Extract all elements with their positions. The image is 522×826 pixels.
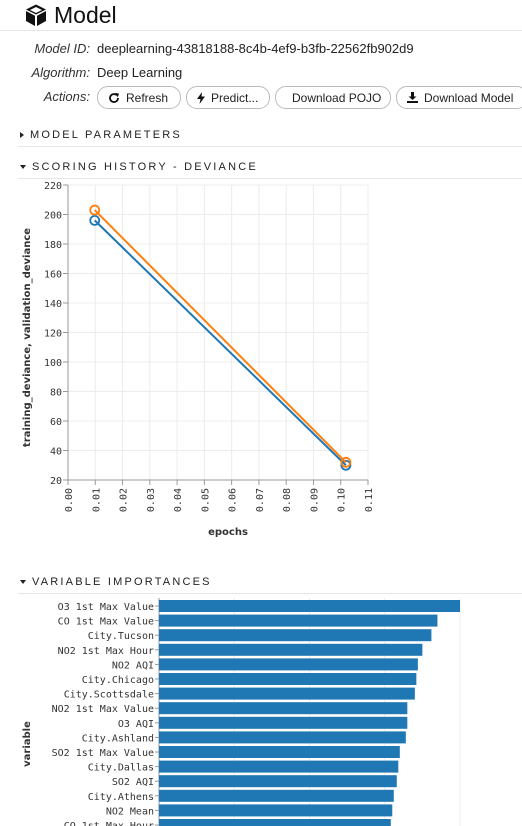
- bolt-icon: [197, 91, 205, 104]
- y-tick-label: NO2 Mean: [106, 806, 154, 817]
- series-line-training_deviance: [94, 219, 347, 466]
- y-tick-label: 200: [44, 211, 62, 222]
- x-tick-label: 0.06: [228, 488, 239, 512]
- y-tick-label: City.Ashland: [82, 733, 154, 744]
- bar-CO 1st Max Hour: [159, 819, 391, 826]
- bar-CO 1st Max Value: [159, 614, 438, 627]
- scoring-history-chart: 0.00 0.01 0.02 0.03 0.04 0.05 0.06 0.07 0.08 0.09…: [22, 181, 375, 538]
- bar-NO2 1st Max Hour: [159, 643, 423, 656]
- bar-City.Chicago: [159, 673, 417, 685]
- y-tick-label: 40: [50, 447, 62, 458]
- section-variable-importances[interactable]: VARIABLE IMPORTANCES: [20, 576, 212, 588]
- download-icon: [407, 92, 418, 103]
- x-tick-label: 0.05: [200, 488, 211, 512]
- y-tick-label: SO2 AQI: [112, 777, 154, 788]
- refresh-icon: [109, 92, 119, 103]
- y-tick-label: 180: [44, 240, 62, 251]
- section-variable-importances-title: VARIABLE IMPORTANCES: [32, 576, 212, 588]
- algorithm-value: Deep Learning: [97, 64, 183, 80]
- x-tick-label: 0.11: [364, 488, 375, 512]
- bar-City.Dallas: [159, 760, 399, 773]
- actions-label: Actions:: [43, 88, 90, 104]
- cube-icon: [26, 4, 46, 26]
- series-line-validation_deviance: [94, 209, 347, 464]
- y-axis-title: variable: [22, 721, 33, 767]
- y-tick-label: NO2 1st Max Hour: [58, 646, 154, 657]
- y-tick-label: 80: [50, 388, 62, 399]
- bar-NO2 Mean: [159, 804, 393, 817]
- bar-O3 1st Max Value: [159, 600, 460, 612]
- y-tick-label: CO 1st Max Hour: [64, 821, 154, 826]
- y-tick-label: 20: [50, 476, 62, 487]
- bar-City.Ashland: [159, 731, 406, 744]
- header-divider: [0, 30, 522, 31]
- caret-right-icon: [20, 132, 24, 138]
- y-tick-label: City.Chicago: [82, 675, 154, 686]
- y-tick-label: SO2 1st Max Value: [52, 748, 154, 759]
- refresh-button-label: Refresh: [126, 90, 169, 105]
- y-tick-label: NO2 AQI: [112, 660, 154, 671]
- bar-SO2 1st Max Value: [159, 746, 400, 758]
- y-tick-label: City.Dallas: [88, 763, 154, 774]
- x-tick-label: 0.07: [255, 488, 266, 512]
- y-tick-label: O3 1st Max Value: [58, 602, 154, 613]
- bar-City.Tucson: [159, 629, 432, 642]
- bar-City.Athens: [159, 789, 394, 802]
- algorithm-label: Algorithm:: [31, 64, 90, 80]
- section-divider: [18, 146, 522, 147]
- bar-NO2 AQI: [159, 658, 418, 671]
- predict-button[interactable]: Predict...: [186, 86, 270, 109]
- y-tick-label: 100: [44, 358, 62, 369]
- model-id-label: Model ID:: [34, 40, 90, 56]
- section-scoring-history[interactable]: SCORING HISTORY - DEVIANCE: [20, 161, 258, 173]
- y-tick-label: 60: [50, 417, 62, 428]
- data-point-validation_deviance: [89, 204, 101, 216]
- x-tick-label: 0.02: [119, 488, 130, 512]
- y-tick-label: City.Athens: [88, 792, 154, 803]
- x-axis-title: epochs: [208, 527, 248, 538]
- y-tick-label: 120: [44, 329, 62, 340]
- data-point-validation_deviance: [340, 456, 352, 468]
- y-tick-label: 140: [44, 299, 62, 310]
- y-tick-label: O3 AQI: [118, 719, 154, 730]
- download-pojo-button[interactable]: Download POJO: [275, 86, 391, 109]
- actions-toolbar: Refresh Predict... Download POJO Downloa…: [97, 86, 522, 109]
- caret-down-icon: [20, 580, 26, 584]
- data-point-training_deviance: [89, 215, 101, 226]
- y-tick-label: 160: [44, 270, 62, 281]
- y-tick-label: NO2 1st Max Value: [52, 704, 154, 715]
- download-model-label: Download Model: [424, 90, 514, 105]
- bar-O3 AQI: [159, 716, 408, 729]
- x-tick-label: 0.10: [337, 488, 348, 512]
- page-header: Model: [24, 2, 117, 28]
- x-tick-label: 0.01: [91, 488, 102, 512]
- caret-down-icon: [20, 165, 26, 169]
- x-tick-label: 0.09: [309, 488, 320, 512]
- bar-SO2 AQI: [159, 775, 397, 788]
- y-tick-label: 220: [44, 181, 62, 192]
- x-tick-label: 0.04: [173, 488, 184, 512]
- section-model-parameters[interactable]: MODEL PARAMETERS: [20, 129, 182, 141]
- section-divider: [18, 178, 522, 179]
- bar-NO2 1st Max Value: [159, 702, 408, 715]
- section-divider: [18, 593, 522, 594]
- y-tick-label: City.Tucson: [88, 631, 154, 642]
- x-tick-label: 0.00: [64, 488, 75, 512]
- x-tick-label: 0.08: [282, 488, 293, 512]
- predict-button-label: Predict...: [211, 90, 259, 105]
- download-pojo-label: Download POJO: [292, 90, 382, 105]
- section-scoring-history-title: SCORING HISTORY - DEVIANCE: [32, 161, 258, 173]
- page-title: Model: [54, 1, 117, 28]
- refresh-button[interactable]: Refresh: [97, 86, 181, 109]
- model-id-value: deeplearning-43818188-8c4b-4ef9-b3fb-225…: [97, 40, 414, 56]
- x-tick-label: 0.03: [146, 488, 157, 512]
- y-axis-title: training_deviance, validation_deviance: [22, 228, 33, 447]
- bar-City.Scottsdale: [159, 687, 415, 700]
- download-model-button[interactable]: Download Model: [396, 86, 522, 109]
- section-model-parameters-title: MODEL PARAMETERS: [30, 129, 182, 141]
- y-tick-label: CO 1st Max Value: [58, 617, 154, 628]
- variable-importances-chart: variable O3 1st Max Value CO 1st Max Value…: [22, 598, 461, 826]
- y-tick-label: City.Scottsdale: [64, 690, 154, 701]
